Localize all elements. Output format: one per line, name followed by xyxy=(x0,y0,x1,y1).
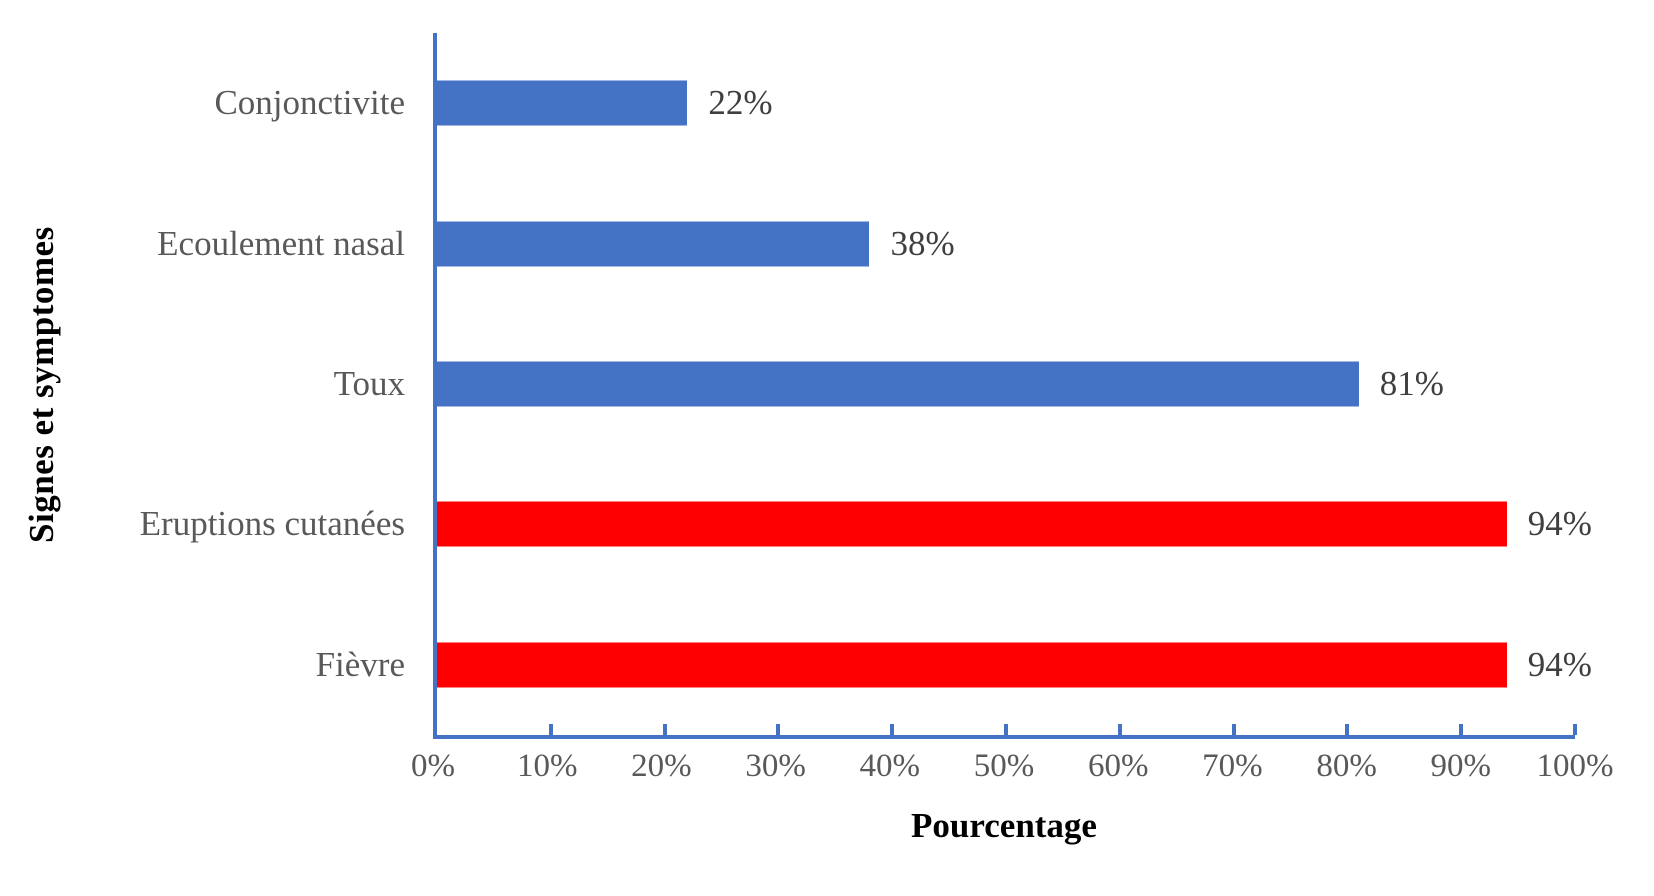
bar-row: Ecoulement nasal 38% xyxy=(157,173,1575,313)
plot-area: Conjonctivite 22% Ecoulement nasal 38% Toux 8… xyxy=(140,33,1592,739)
category-label: Conjonctivite xyxy=(214,83,405,123)
value-label: 38% xyxy=(890,223,955,263)
value-label: 94% xyxy=(1527,504,1592,544)
x-tick-label: 0% xyxy=(411,748,455,784)
x-tick-label: 80% xyxy=(1316,748,1377,784)
bar xyxy=(437,80,688,126)
bar-row: Conjonctivite 22% xyxy=(214,33,1575,173)
x-axis-tick xyxy=(1231,724,1236,735)
category-label: Ecoulement nasal xyxy=(157,223,405,263)
x-axis-tick xyxy=(776,724,781,735)
bar xyxy=(437,221,870,267)
x-axis-tick xyxy=(1117,724,1122,735)
x-axis-tick xyxy=(1459,724,1464,735)
x-tick-label: 10% xyxy=(516,748,578,784)
bar xyxy=(437,361,1359,407)
x-axis-tick xyxy=(1573,724,1577,735)
x-tick-label: 30% xyxy=(745,748,806,784)
x-axis-tick xyxy=(1345,724,1350,735)
value-label: 22% xyxy=(708,83,773,123)
x-tick-label: 60% xyxy=(1087,748,1149,784)
x-axis-title: Pourcentage xyxy=(911,806,1097,845)
value-label: 94% xyxy=(1527,644,1592,684)
x-axis-tick xyxy=(1004,724,1008,735)
x-axis-tick xyxy=(890,724,895,735)
x-tick-label: 50% xyxy=(973,748,1035,784)
x-axis-tick xyxy=(662,724,667,735)
bar-row: Eruptions cutanées 94% xyxy=(140,454,1592,594)
x-tick-label: 100% xyxy=(1536,748,1614,784)
category-label: Fièvre xyxy=(315,644,405,684)
category-label: Eruptions cutanées xyxy=(139,504,405,544)
y-axis-title: Signes et symptomes xyxy=(22,226,61,544)
bar-row: Fièvre 94% xyxy=(316,595,1592,735)
x-tick-label: 20% xyxy=(631,748,692,784)
bar xyxy=(437,501,1507,547)
x-tick-labels: 0% 10% 20% 30% 40% 50% 60% 70% 80% 90% 100% xyxy=(411,748,1614,792)
x-tick-label: 40% xyxy=(859,748,921,784)
bar-rows: Conjonctivite 22% Ecoulement nasal 38% Toux 8… xyxy=(140,33,1592,735)
value-label: 81% xyxy=(1379,364,1444,404)
x-tick-label: 70% xyxy=(1202,748,1263,784)
bar-row: Toux 81% xyxy=(334,314,1575,454)
category-label: Toux xyxy=(333,364,405,404)
bar xyxy=(437,642,1507,688)
x-axis-tick xyxy=(548,724,553,735)
x-tick-label: 90% xyxy=(1430,748,1492,784)
